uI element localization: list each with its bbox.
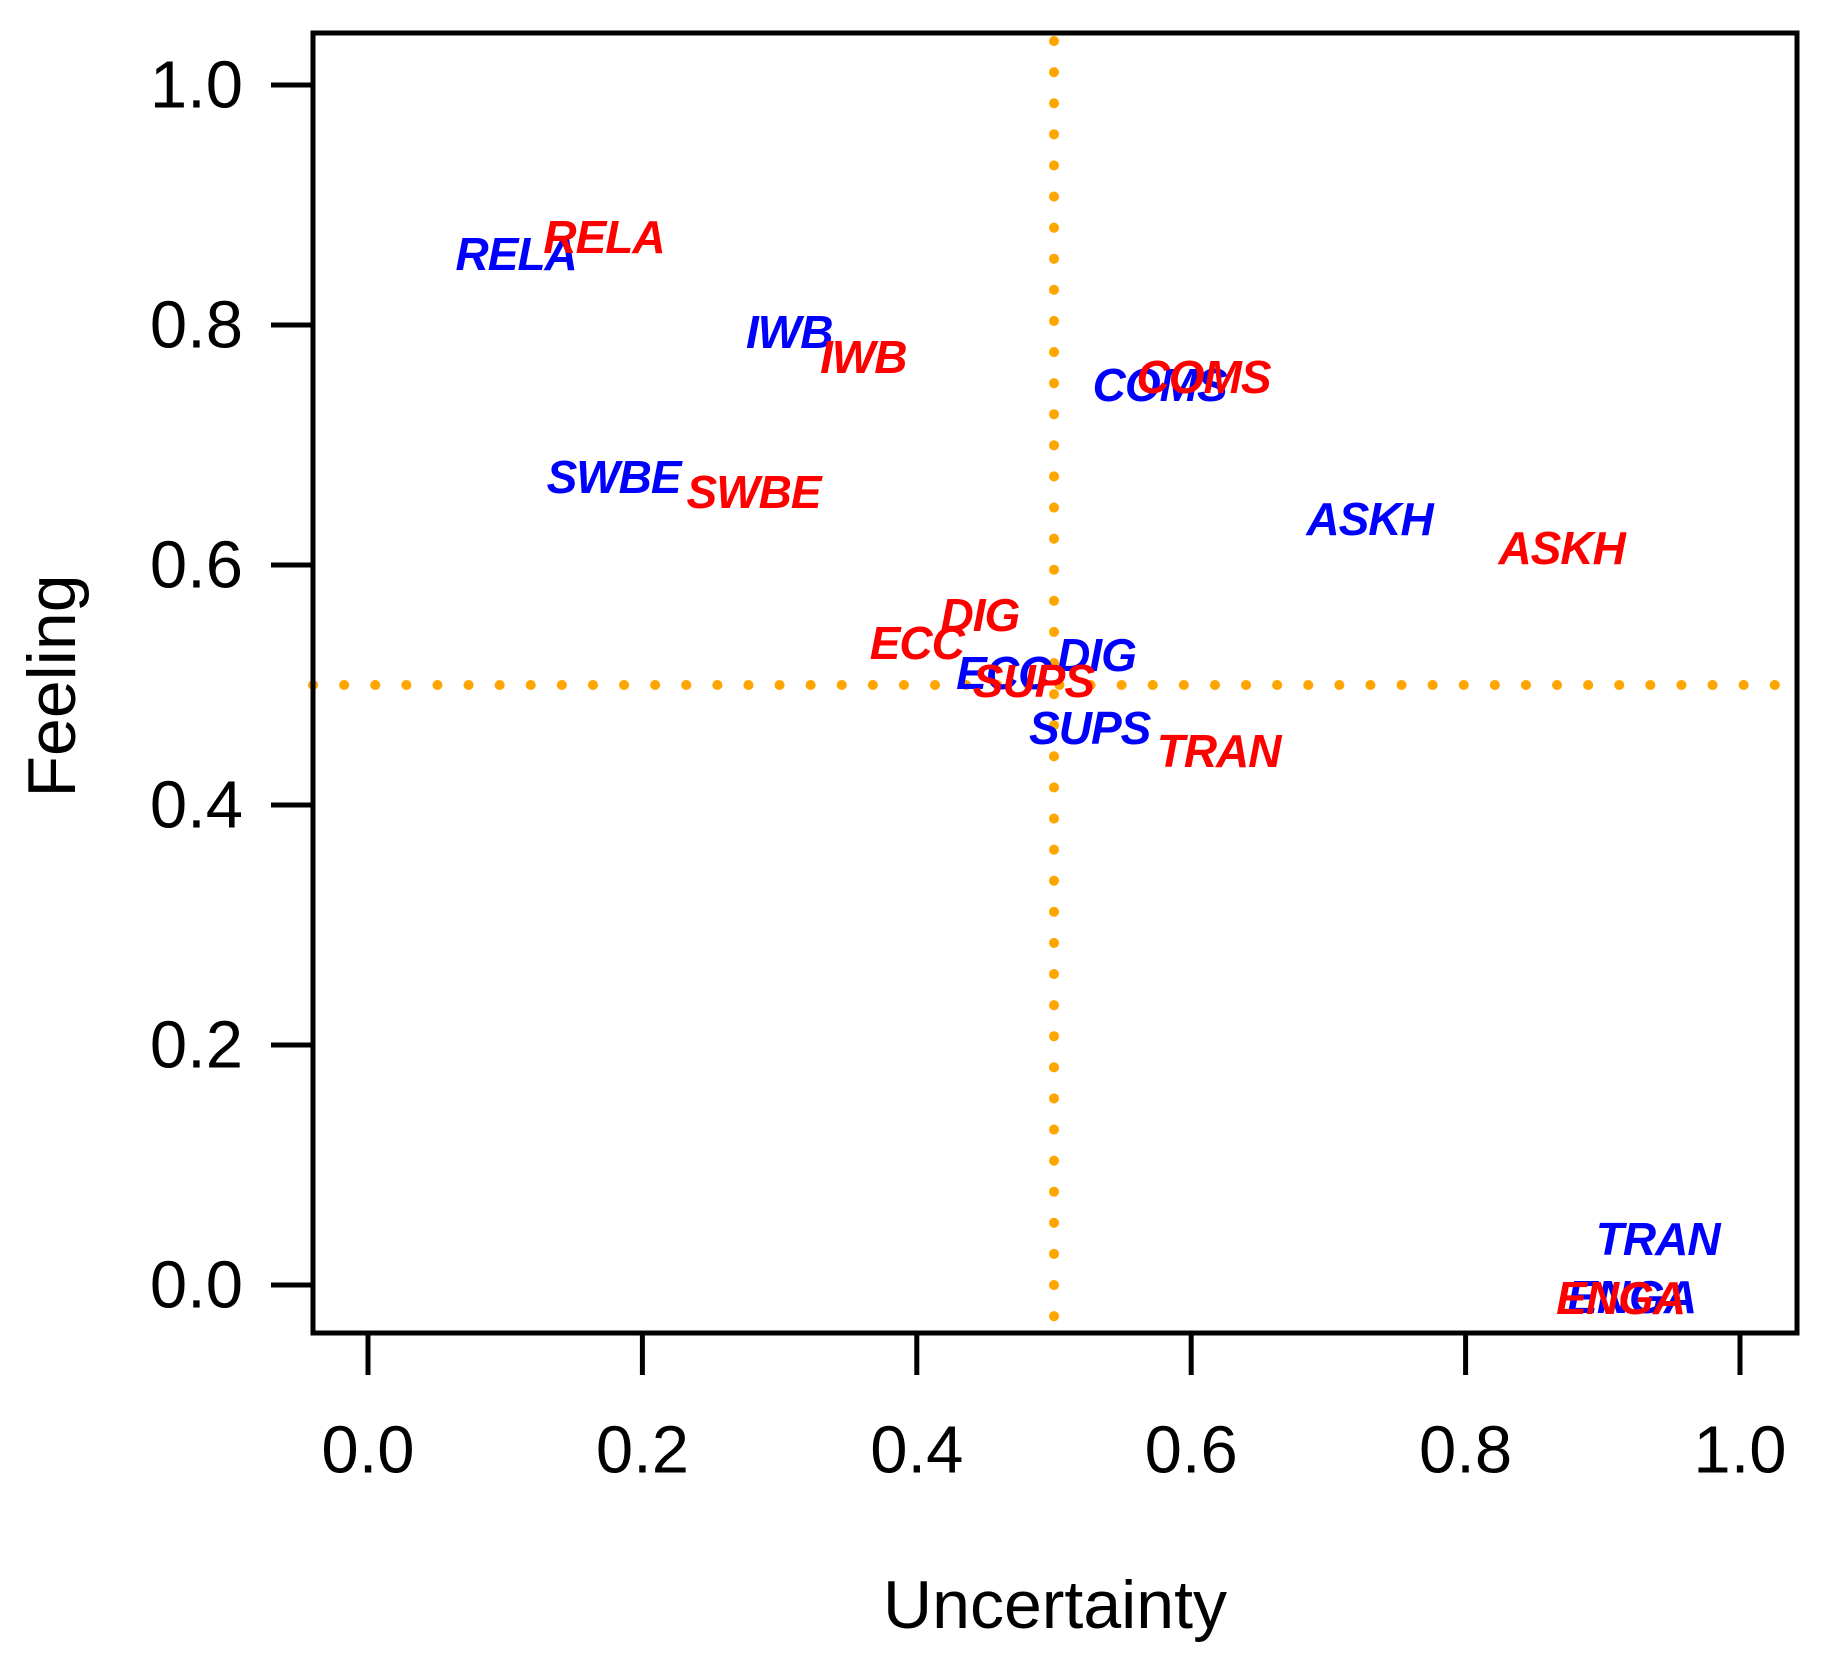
point-label-iwb-blue: IWB xyxy=(745,306,833,359)
y-axis-title: Feeling xyxy=(14,574,90,798)
point-label-rela-blue: RELA xyxy=(455,228,578,281)
point-label-enga-red: ENGA xyxy=(1556,1272,1686,1325)
x-tick-label: 0.0 xyxy=(321,1412,415,1488)
point-label-tran-blue: TRAN xyxy=(1595,1213,1721,1266)
x-tick-label: 0.4 xyxy=(870,1412,964,1488)
point-label-swbe-blue: SWBE xyxy=(546,451,682,504)
x-tick-label: 1.0 xyxy=(1693,1412,1787,1488)
point-label-iwb-red: IWB xyxy=(820,331,907,384)
x-tick-label: 0.6 xyxy=(1144,1412,1238,1488)
point-label-ecc-blue: ECC xyxy=(956,647,1051,699)
y-tick-label: 0.0 xyxy=(149,1247,243,1323)
point-label-sups-red: SUPS xyxy=(972,655,1095,708)
y-tick-label: 0.4 xyxy=(149,767,243,843)
point-label-askh-red: ASKH xyxy=(1498,522,1625,575)
x-axis-title: Uncertainty xyxy=(883,1567,1227,1643)
point-label-enga-blue: ENGA xyxy=(1567,1271,1697,1323)
point-label-tran-red: TRAN xyxy=(1156,725,1282,777)
y-tick-label: 1.0 xyxy=(149,47,243,123)
point-label-coms-red: COMS xyxy=(1136,350,1272,403)
y-tick-label: 0.6 xyxy=(149,527,243,603)
point-label-askh-blue: ASKH xyxy=(1306,493,1433,546)
point-label-rela-red: RELA xyxy=(543,211,665,264)
point-label-swbe-red: SWBE xyxy=(686,465,822,518)
y-tick-label: 0.8 xyxy=(149,287,243,363)
point-label-dig-blue: DIG xyxy=(1057,629,1137,681)
point-label-dig-red: DIG xyxy=(940,589,1021,642)
point-label-ecc-red: ECC xyxy=(869,617,965,669)
plot-box xyxy=(310,30,1800,1336)
x-tick-label: 0.8 xyxy=(1419,1412,1513,1488)
x-tick-label: 0.2 xyxy=(595,1412,689,1488)
point-label-sups-blue: SUPS xyxy=(1029,702,1151,755)
y-tick-label: 0.2 xyxy=(149,1007,243,1083)
point-label-coms-blue: COMS xyxy=(1092,359,1228,411)
